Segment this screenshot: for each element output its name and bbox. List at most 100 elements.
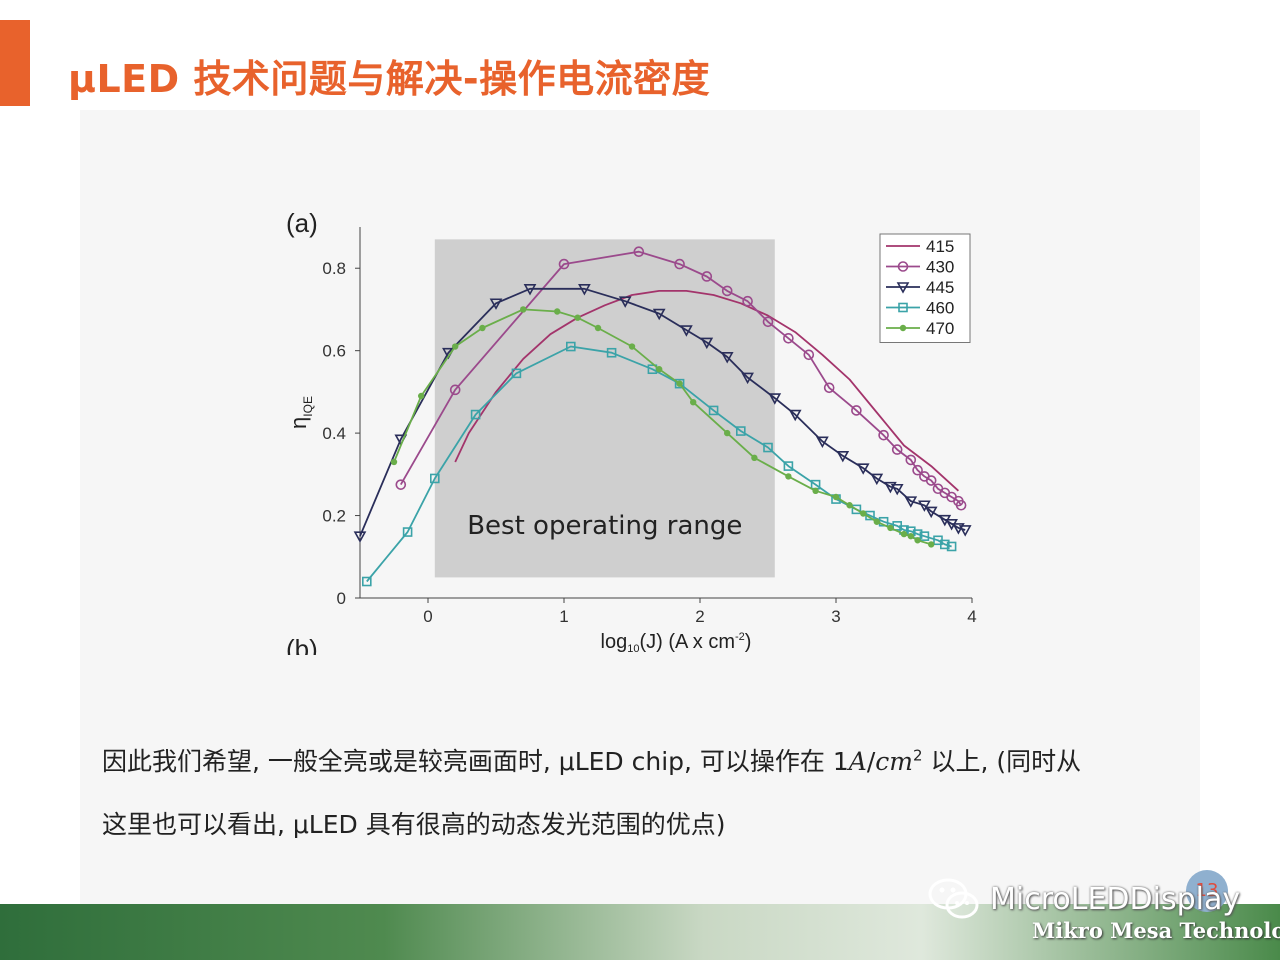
x-axis-label-part: -2 (735, 631, 745, 643)
legend-label-445: 445 (926, 278, 954, 297)
body-text-line-1: 因此我们希望, 一般全亮或是较亮画面时, μLED chip, 可以操作在 1A… (102, 742, 1081, 778)
series-460 (362, 341, 957, 587)
body-text-line-2: 这里也可以看出, μLED 具有很高的动态发光范围的优点) (102, 810, 726, 839)
data-point-460 (511, 368, 522, 379)
legend-label-430: 430 (926, 258, 954, 277)
series-line-430 (400, 250, 962, 506)
data-point-445 (489, 298, 503, 310)
data-point-430 (701, 271, 713, 282)
data-point-460 (783, 461, 794, 471)
data-point-460 (606, 347, 617, 358)
data-point-470 (724, 429, 731, 437)
data-point-460 (470, 409, 481, 420)
data-point-430 (955, 499, 967, 511)
x-axis-label: log10(J) (A x cm-2) (601, 631, 752, 655)
data-point-445 (856, 463, 870, 475)
x-tick-label: 0 (423, 607, 432, 626)
panel-label-a: (a) (286, 208, 318, 238)
y-tick-label: 0.8 (322, 259, 346, 278)
unit-cm: cm (875, 747, 913, 776)
data-point-445 (788, 409, 802, 422)
data-point-430 (891, 444, 903, 455)
data-point-470 (785, 473, 792, 480)
data-point-460 (565, 341, 576, 352)
x-tick-label: 2 (695, 607, 704, 626)
data-point-470 (452, 343, 459, 350)
data-point-445 (904, 496, 918, 508)
legend-box (879, 233, 971, 343)
data-point-470 (554, 308, 561, 315)
data-point-430 (905, 454, 917, 466)
company-name: Mikro Mesa Technology (1032, 918, 1280, 943)
annotation-label: Best operating range (467, 511, 742, 541)
brand-watermark: MicroLEDDisplay (990, 882, 1241, 917)
series-415 (454, 290, 960, 492)
data-point-430 (925, 475, 937, 486)
data-point-445 (578, 284, 591, 296)
data-point-445 (741, 372, 754, 385)
data-point-470 (628, 343, 636, 350)
data-point-460 (946, 541, 957, 552)
data-point-430 (762, 316, 774, 328)
y-tick-label: 0.4 (322, 424, 346, 443)
series-445 (353, 284, 972, 543)
data-point-470 (690, 398, 697, 406)
data-point-470 (873, 518, 880, 525)
data-point-470 (860, 510, 867, 517)
title-accent-bar (0, 20, 30, 106)
data-point-470 (928, 541, 935, 548)
data-point-470 (418, 392, 425, 400)
footer-band (0, 904, 1280, 960)
data-point-470 (390, 458, 398, 466)
data-point-445 (720, 352, 734, 364)
data-point-470 (914, 537, 921, 544)
data-point-430 (803, 349, 815, 361)
body-line1-end: 以上, (同时从 (922, 747, 1082, 776)
data-point-470 (887, 524, 894, 532)
data-point-460 (402, 527, 413, 537)
data-point-460 (763, 442, 773, 453)
data-point-460 (919, 531, 930, 541)
unit-exponent: 2 (913, 746, 923, 765)
data-point-430 (674, 258, 685, 270)
data-point-430 (783, 333, 794, 344)
y-axis-label-part: η (286, 417, 311, 429)
data-point-460 (362, 576, 372, 587)
data-point-445 (836, 450, 850, 463)
data-point-470 (574, 314, 581, 321)
data-point-445 (523, 284, 537, 296)
data-point-460 (939, 539, 950, 550)
data-point-445 (924, 506, 938, 519)
y-tick-label: 0.2 (322, 507, 346, 526)
legend-marker-460 (898, 302, 908, 313)
data-point-470 (479, 324, 486, 332)
panel-label-b: (b) (286, 634, 318, 655)
data-point-445 (768, 393, 782, 405)
y-axis-label: ηIQE (286, 396, 315, 429)
data-point-430 (823, 382, 835, 394)
series-line-460 (366, 345, 952, 583)
data-point-460 (430, 473, 440, 484)
legend-label-460: 460 (926, 299, 954, 318)
data-point-460 (851, 504, 862, 515)
data-point-470 (751, 454, 758, 462)
data-point-445 (918, 500, 931, 512)
data-point-445 (700, 337, 714, 350)
data-point-445 (353, 531, 367, 543)
data-point-430 (721, 285, 733, 297)
data-point-445 (816, 436, 829, 449)
data-point-445 (618, 296, 632, 308)
legend-marker-430 (897, 261, 909, 272)
data-point-430 (395, 479, 407, 490)
data-point-470 (594, 324, 602, 332)
chart-root: Best operating range 0 0.2 0.4 0.6 0.8 0 1 2 3 4 lo… (286, 208, 977, 655)
y-axis-label-part: IQE (301, 396, 315, 417)
page-number: 13 (1186, 870, 1228, 912)
data-point-445 (958, 525, 972, 537)
unit-slash: / (866, 747, 876, 776)
data-point-470 (900, 530, 908, 538)
series-430 (395, 246, 967, 511)
legend-label-470: 470 (926, 319, 954, 338)
x-tick-label: 4 (967, 607, 976, 626)
